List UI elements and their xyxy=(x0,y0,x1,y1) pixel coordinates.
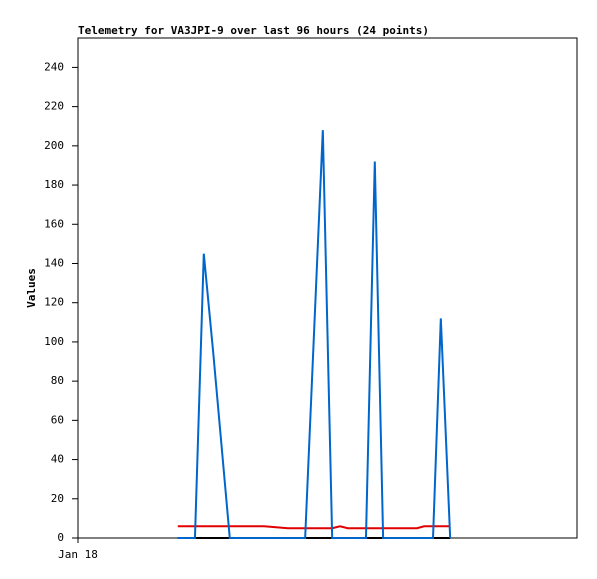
y-tick-label: 240 xyxy=(44,60,64,73)
y-tick-label: 160 xyxy=(44,217,64,230)
y-tick-label: 40 xyxy=(51,453,64,466)
series-line xyxy=(177,525,451,530)
y-tick-label: 180 xyxy=(44,178,64,191)
x-tick-label: Jan 18 xyxy=(58,548,98,561)
y-tick-label: 60 xyxy=(51,413,64,426)
y-axis-label: Values xyxy=(25,268,38,308)
y-tick-label: 0 xyxy=(57,531,64,544)
y-tick-label: 200 xyxy=(44,139,64,152)
y-tick-label: 140 xyxy=(44,256,64,269)
series-line xyxy=(177,130,452,539)
y-tick-label: 120 xyxy=(44,296,64,309)
y-tick-label: 20 xyxy=(51,492,64,505)
chart-title: Telemetry for VA3JPI-9 over last 96 hour… xyxy=(78,24,429,37)
y-tick-label: 220 xyxy=(44,100,64,113)
plot-frame xyxy=(77,37,578,539)
y-tick-label: 100 xyxy=(44,335,64,348)
y-tick-label: 80 xyxy=(51,374,64,387)
